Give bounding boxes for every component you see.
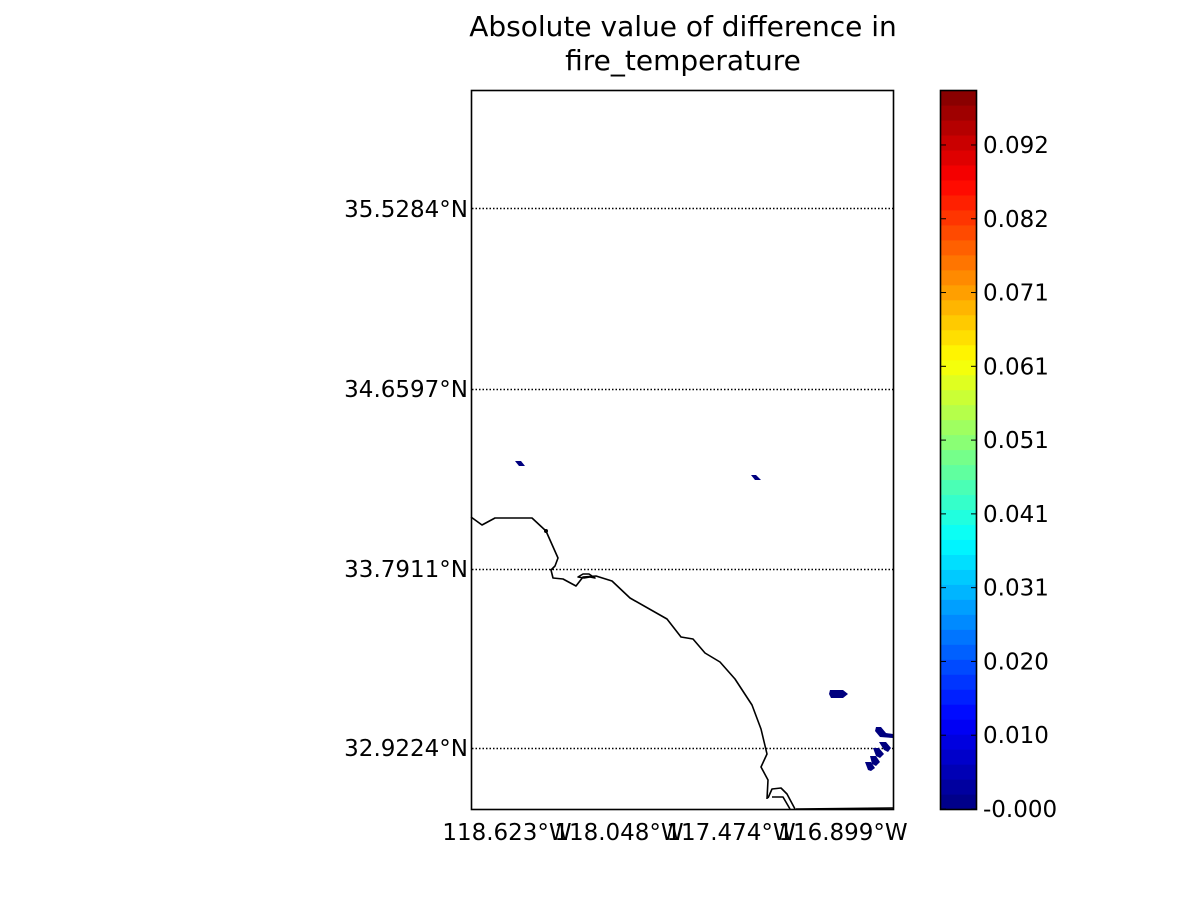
diff-patch: [865, 762, 875, 771]
colorbar-band: [941, 419, 976, 436]
coastline-point: [544, 529, 548, 533]
colorbar-tick-label: -0.000: [983, 797, 1057, 823]
coastline: [470, 516, 894, 810]
colorbar-band: [941, 389, 976, 406]
lon-label-4: 116.899°W: [778, 820, 907, 846]
colorbar-band: [941, 254, 976, 271]
diff-patch: [875, 727, 893, 738]
colorbar-band: [941, 569, 976, 585]
diff-patch: [870, 756, 880, 766]
lon-label-2: 118.048°W: [554, 820, 683, 846]
colorbar-tick-label: 0.092: [983, 133, 1049, 159]
colorbar-band: [941, 749, 976, 765]
colorbar-band: [941, 164, 976, 181]
colorbar-band: [941, 704, 976, 720]
map-title-line-2: fire_temperature: [565, 44, 801, 77]
colorbar-band: [941, 449, 976, 466]
colorbar-band: [941, 299, 976, 316]
colorbar-band: [941, 794, 976, 810]
diff-patch: [873, 748, 884, 758]
colorbar-band: [941, 674, 976, 690]
colorbar-band: [941, 284, 976, 301]
diff-patch: [829, 690, 848, 698]
colorbar-band: [941, 134, 976, 151]
diff-patch: [515, 461, 525, 466]
colorbar-band: [941, 464, 976, 481]
colorbar-band: [941, 239, 976, 256]
colorbar-frame: [939, 89, 978, 811]
colorbar-band: [941, 554, 976, 570]
colorbar-band: [941, 209, 976, 226]
lat-label-4: 32.9224°N: [344, 736, 468, 762]
colorbar-band: [941, 269, 976, 286]
colorbar-band: [941, 524, 976, 540]
diff-patch: [879, 742, 891, 752]
map-frame: [470, 89, 895, 811]
colorbar-band: [941, 509, 976, 525]
colorbar-tick-label: 0.020: [983, 649, 1049, 675]
colorbar-band: [941, 344, 976, 361]
colorbar-band: [941, 374, 976, 391]
colorbar-band: [941, 779, 976, 795]
colorbar-band: [941, 224, 976, 241]
colorbar-band: [941, 644, 976, 660]
colorbar-ticks: -0.000 0.010 0.020 0.031 0.041 0.051 0.061 0.07…: [941, 133, 1057, 823]
lat-label-3: 33.7911°N: [344, 557, 468, 583]
colorbar-band: [941, 599, 976, 615]
colorbar-band: [941, 764, 976, 780]
colorbar-tick-label: 0.061: [983, 354, 1049, 380]
colorbar: [941, 90, 976, 810]
colorbar-band: [941, 734, 976, 750]
lon-label-1: 118.623°W: [442, 820, 571, 846]
colorbar-band: [941, 404, 976, 421]
lat-label-2: 34.6597°N: [344, 377, 468, 403]
map-title-line-1: Absolute value of difference in: [469, 10, 897, 43]
colorbar-band: [941, 359, 976, 376]
colorbar-band: [941, 614, 976, 630]
difference-patches: [515, 461, 893, 771]
colorbar-band: [941, 104, 976, 121]
colorbar-tick-label: 0.071: [983, 281, 1049, 307]
colorbar-tick-label: 0.051: [983, 428, 1049, 454]
colorbar-band: [941, 494, 976, 511]
colorbar-band: [941, 329, 976, 346]
colorbar-band: [941, 689, 976, 705]
colorbar-band: [941, 119, 976, 136]
colorbar-tick-label: 0.010: [983, 723, 1049, 749]
colorbar-band: [941, 479, 976, 496]
colorbar-tick-label: 0.031: [983, 576, 1049, 602]
colorbar-band: [941, 149, 976, 166]
colorbar-band: [941, 629, 976, 645]
colorbar-band: [941, 434, 976, 451]
lat-label-1: 35.5284°N: [344, 197, 468, 223]
colorbar-band: [941, 584, 976, 600]
diff-patch: [751, 475, 761, 480]
colorbar-band: [941, 659, 976, 675]
colorbar-tick-label: 0.082: [983, 207, 1049, 233]
colorbar-tick-label: 0.041: [983, 502, 1049, 528]
lon-label-3: 117.474°W: [666, 820, 795, 846]
colorbar-band: [941, 194, 976, 211]
colorbar-band: [941, 314, 976, 331]
colorbar-band: [941, 719, 976, 735]
colorbar-band: [941, 539, 976, 555]
colorbar-band: [941, 90, 976, 106]
colorbar-band: [941, 179, 976, 196]
map-background: [471, 90, 894, 810]
